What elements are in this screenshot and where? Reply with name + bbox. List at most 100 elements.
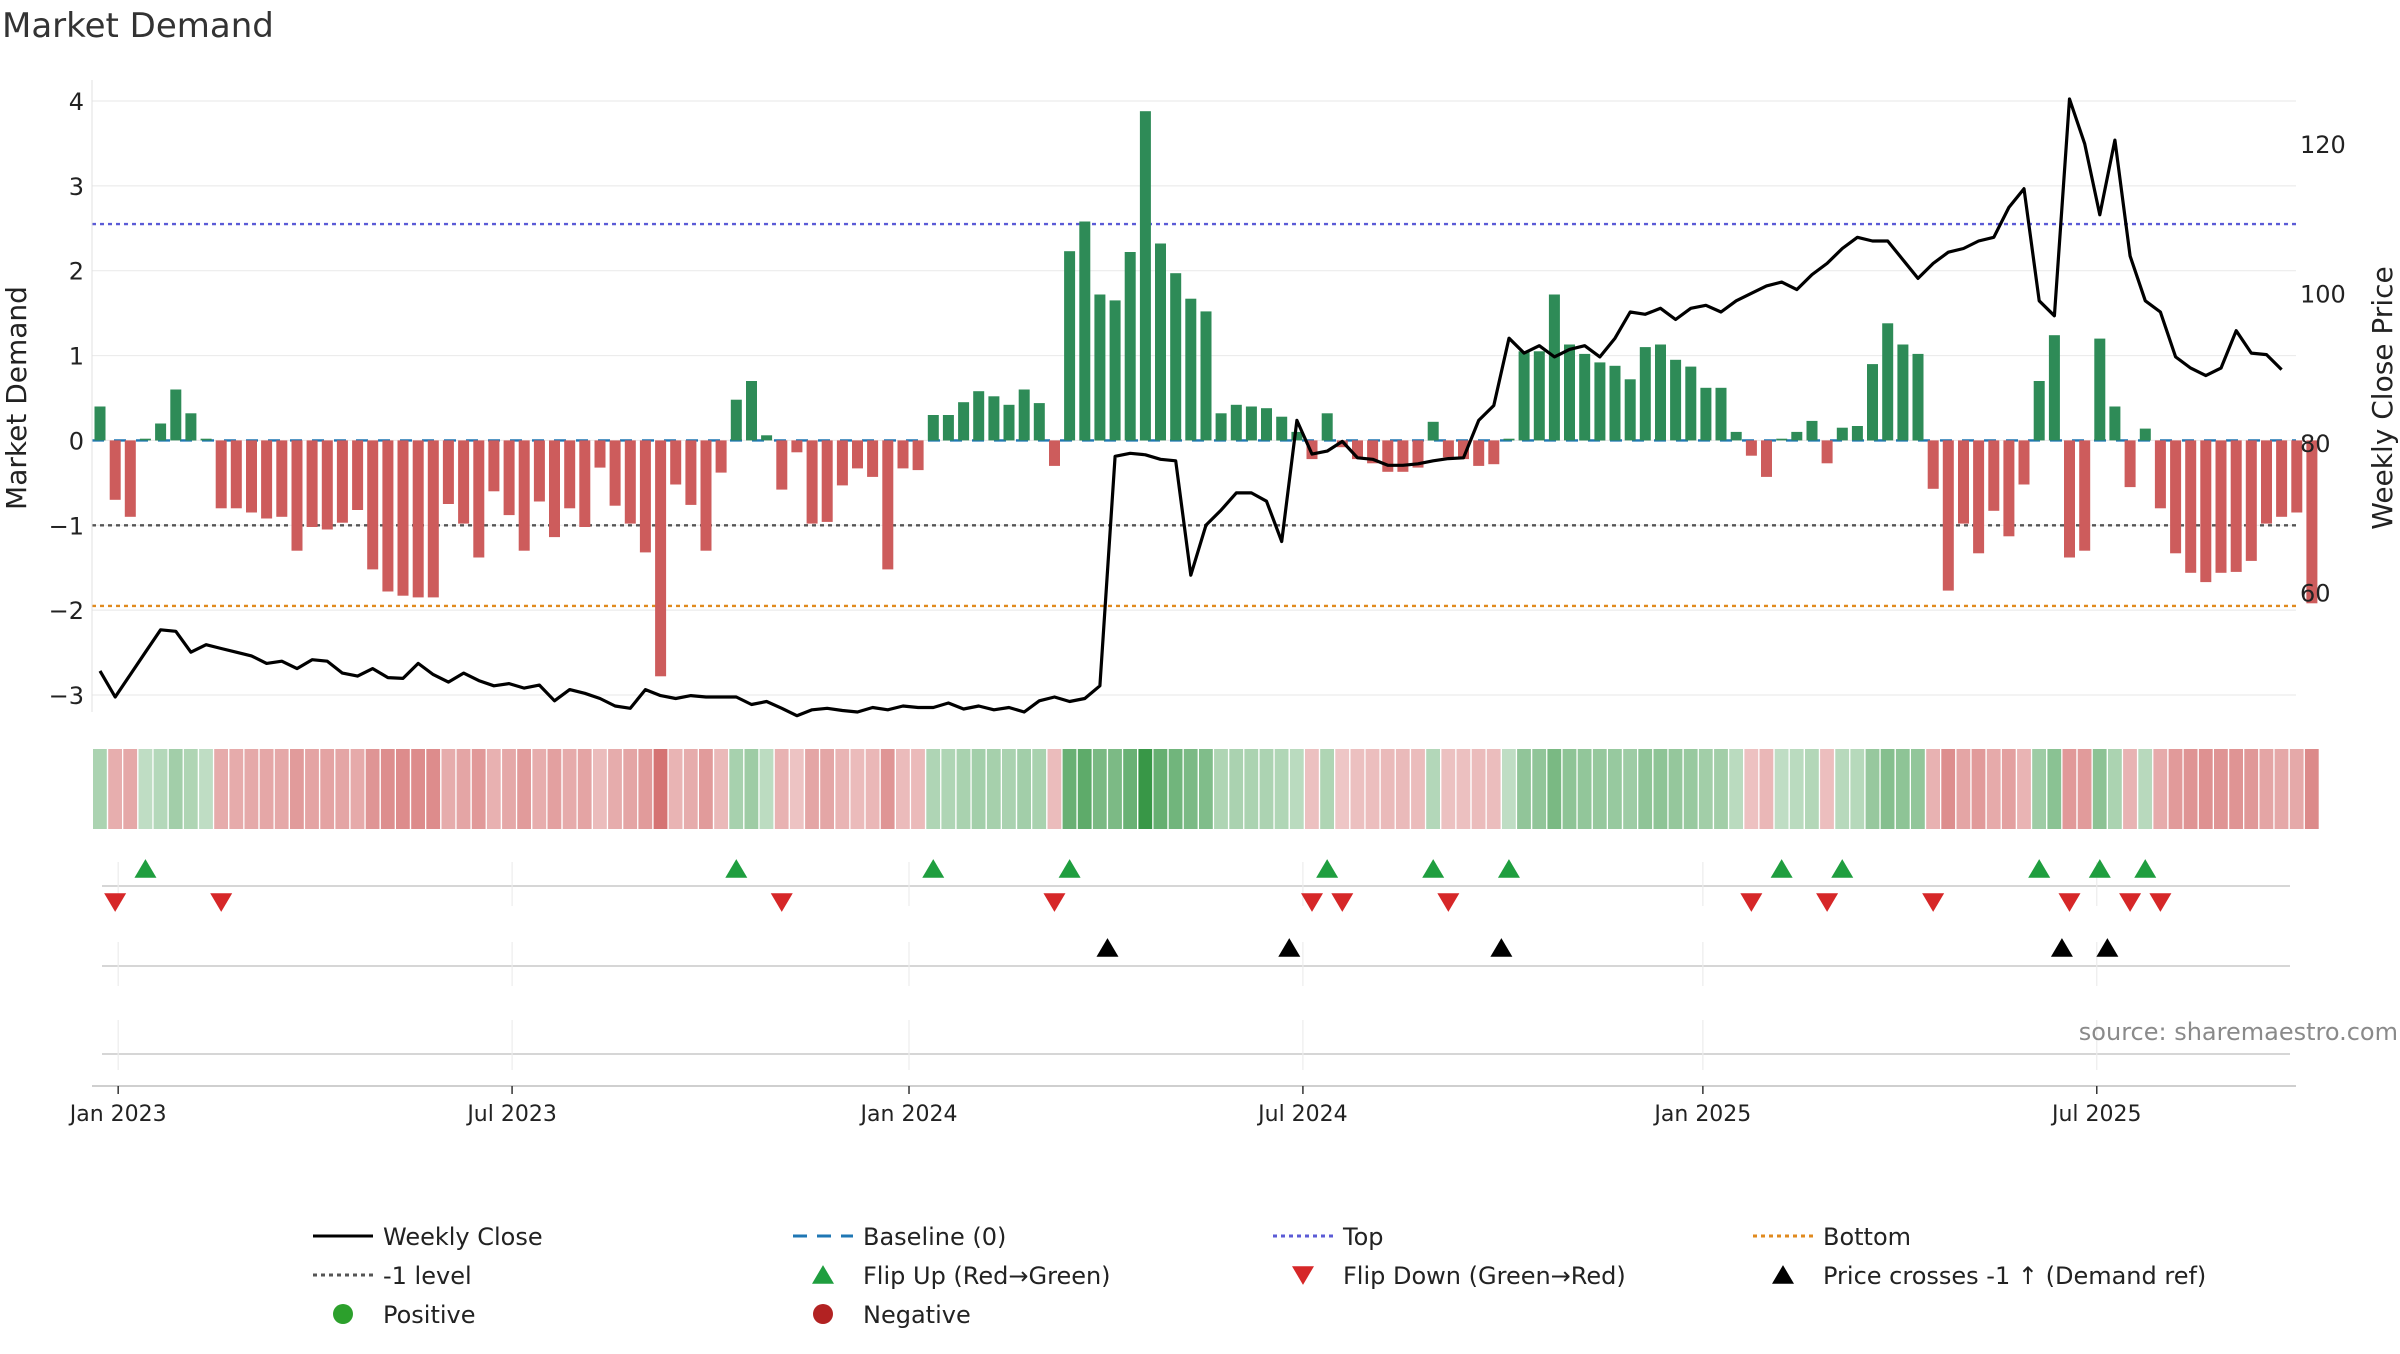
heat-cell	[411, 749, 425, 829]
demand-bar	[139, 438, 151, 441]
heat-cell	[214, 749, 228, 829]
heat-cell	[2259, 749, 2274, 829]
demand-bar	[1261, 408, 1272, 441]
heat-cell	[274, 749, 289, 829]
heat-cell	[1108, 749, 1122, 829]
heat-cell	[1744, 749, 1759, 829]
heat-cell	[426, 749, 441, 829]
demand-bar	[1079, 221, 1091, 441]
demand-bar	[2033, 381, 2045, 441]
y-tick-label: 2	[69, 258, 84, 286]
heat-cell	[1683, 749, 1698, 829]
demand-bar	[1033, 403, 1045, 441]
heat-cell	[1123, 749, 1137, 829]
heat-strip	[93, 749, 2319, 829]
y-tick-label: 3	[69, 173, 84, 201]
demand-bar	[1215, 413, 1227, 441]
demand-bar	[109, 440, 121, 500]
demand-bar	[155, 423, 167, 441]
heat-cell	[1320, 749, 1334, 829]
demand-bar	[1685, 366, 1697, 441]
heat-cell	[986, 749, 1001, 829]
demand-bar	[549, 440, 560, 538]
heat-cell	[2183, 749, 2198, 829]
heat-cell	[835, 749, 850, 829]
heat-cell	[729, 749, 744, 829]
demand-bar	[761, 435, 773, 441]
demand-bar	[230, 440, 242, 509]
demand-bar	[200, 438, 212, 441]
demand-bar	[306, 440, 318, 527]
demand-bar	[1321, 413, 1333, 441]
demand-bar	[185, 413, 197, 441]
demand-bar	[2170, 440, 2182, 554]
demand-bar	[1442, 440, 1454, 458]
heat-cell	[1002, 749, 1016, 829]
price-cross-marker	[2096, 938, 2119, 957]
demand-bar	[1003, 404, 1015, 441]
heat-cell	[623, 749, 638, 829]
heat-cell	[1062, 749, 1077, 829]
demand-bar	[1579, 353, 1591, 441]
heat-cell	[2001, 749, 2016, 829]
demand-bar	[821, 440, 833, 522]
demand-bar	[1018, 389, 1030, 441]
demand-bar	[1836, 427, 1848, 441]
demand-bar	[1594, 362, 1606, 441]
legend-label: -1 level	[383, 1262, 472, 1290]
y-tick-label: 0	[69, 427, 84, 455]
demand-bar	[1276, 416, 1288, 441]
heat-cell	[2077, 749, 2092, 829]
heat-cell	[2123, 749, 2137, 829]
demand-bar	[867, 440, 879, 477]
demand-bar	[1548, 294, 1560, 441]
heat-cell	[608, 749, 622, 829]
heat-cell	[1986, 749, 2001, 829]
heat-cell	[1138, 749, 1153, 829]
heat-cell	[971, 749, 986, 829]
demand-bar	[1049, 440, 1060, 466]
heat-cell	[2062, 749, 2077, 829]
demand-bar	[806, 440, 818, 524]
heat-cell	[502, 749, 516, 829]
heat-cell	[1077, 749, 1092, 829]
heat-cell	[1759, 749, 1774, 829]
heat-cell	[199, 749, 213, 829]
demand-bar	[655, 440, 667, 677]
heat-cell	[183, 749, 198, 829]
heat-cell	[926, 749, 941, 829]
demand-bar	[261, 440, 273, 519]
demand-bar	[1382, 440, 1394, 472]
heat-cell	[1911, 749, 1925, 829]
heat-cell	[1214, 749, 1228, 829]
demand-bar	[2230, 440, 2242, 572]
heat-cell	[1092, 749, 1107, 829]
heat-cell	[229, 749, 244, 829]
heat-cell	[774, 749, 789, 829]
y2-tick-label: 60	[2300, 579, 2331, 607]
heat-cell	[1441, 749, 1456, 829]
heat-cell	[1335, 749, 1350, 829]
heat-cell	[880, 749, 895, 829]
heat-cell	[577, 749, 592, 829]
heat-cell	[896, 749, 910, 829]
heat-cell	[1850, 749, 1865, 829]
heat-cell	[244, 749, 259, 829]
heat-cell	[305, 749, 319, 829]
flip-down-marker	[210, 893, 233, 912]
heat-cell	[168, 749, 183, 829]
flip-down-marker	[1922, 893, 1945, 912]
demand-bar	[321, 440, 333, 530]
demand-bar	[503, 440, 515, 516]
y-tick-label: 4	[69, 88, 84, 116]
y-tick-label: −2	[49, 597, 84, 625]
heat-cell	[517, 749, 531, 829]
legend-swatch	[1292, 1266, 1314, 1285]
heat-cell	[1895, 749, 1910, 829]
heat-cell	[1244, 749, 1259, 829]
flip-down-marker	[2058, 893, 2081, 912]
heat-cell	[259, 749, 274, 829]
heat-cell	[1835, 749, 1850, 829]
